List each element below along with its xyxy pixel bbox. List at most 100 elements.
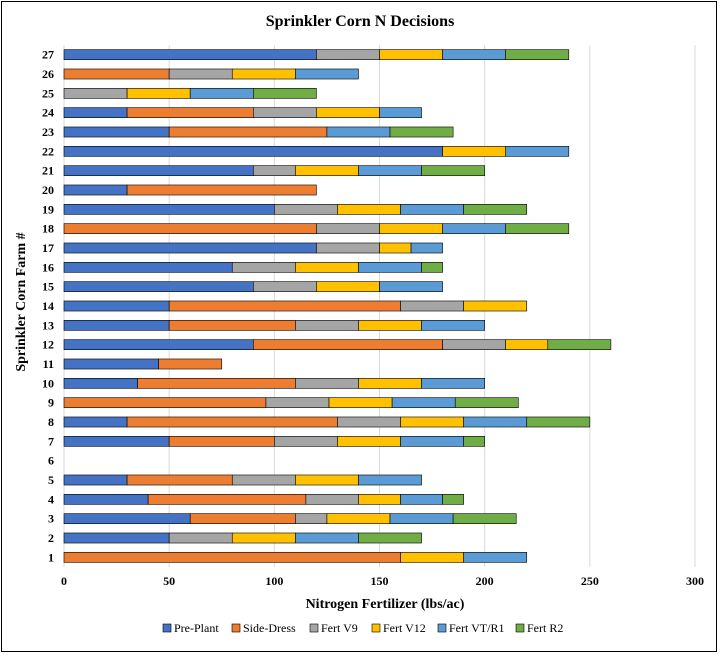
bar-farm-25-fert-vt-r1: [189, 88, 254, 99]
bar-farm-18-fert-vt-r1: [442, 223, 507, 234]
bar-farm-17-fert-vt-r1: [410, 242, 443, 254]
x-tick-100: 100: [265, 574, 283, 588]
bar-farm-21-pre-plant: [63, 165, 254, 176]
bar-farm-15-fert-v9: [253, 281, 317, 292]
bar-farm-20-pre-plant: [63, 184, 128, 196]
x-tick-250: 250: [581, 574, 599, 588]
bar-farm-3-pre-plant: [63, 513, 191, 524]
chart-title: Sprinkler Corn N Decisions: [266, 13, 455, 30]
y-tick-13: 13: [42, 318, 54, 332]
bar-farm-3-side-dress: [189, 513, 296, 524]
bar-farm-8-fert-v12: [400, 416, 464, 428]
bar-farm-17-fert-v12: [379, 242, 412, 254]
bar-farm-3-fert-vt-r1: [389, 513, 454, 524]
y-tick-19: 19: [42, 202, 54, 216]
legend-swatch-fert-r2: [515, 623, 525, 633]
bar-farm-18-fert-v12: [379, 223, 443, 234]
y-tick-18: 18: [42, 222, 54, 236]
bar-farm-16-fert-v9: [231, 262, 296, 273]
bar-farm-9-side-dress: [63, 397, 267, 408]
bar-farm-19-fert-r2: [463, 204, 528, 215]
bar-farm-11-pre-plant: [63, 358, 159, 370]
y-tick-24: 24: [42, 106, 54, 120]
bar-farm-7-fert-r2: [463, 436, 485, 447]
bar-farm-18-fert-r2: [505, 223, 570, 234]
bar-farm-27-pre-plant: [63, 49, 317, 60]
y-tick-7: 7: [48, 434, 54, 448]
bar-farm-17-fert-v9: [316, 242, 380, 254]
y-tick-20: 20: [42, 183, 54, 197]
bar-farm-16-pre-plant: [63, 262, 233, 273]
bar-farm-10-side-dress: [137, 378, 296, 389]
bar-farm-4-fert-v12: [358, 494, 401, 505]
bar-farm-16-fert-v12: [295, 262, 359, 273]
bar-farm-12-pre-plant: [63, 339, 254, 350]
bar-farm-21-fert-vt-r1: [358, 165, 422, 176]
y-tick-15: 15: [42, 280, 54, 294]
bar-farm-13-fert-v12: [358, 320, 422, 331]
bar-farm-4-fert-v9: [305, 494, 359, 505]
bars: [63, 49, 612, 563]
bar-farm-19-fert-vt-r1: [400, 204, 464, 215]
bar-farm-21-fert-v9: [253, 165, 296, 176]
x-axis-title: Nitrogen Fertilizer (lbs/ac): [306, 597, 465, 612]
bar-farm-2-pre-plant: [63, 532, 170, 544]
bar-farm-24-fert-v9: [253, 107, 317, 118]
bar-farm-24-fert-vt-r1: [379, 107, 422, 118]
bar-farm-7-pre-plant: [63, 436, 170, 447]
y-tick-2: 2: [48, 531, 54, 545]
bar-farm-12-fert-r2: [547, 339, 612, 350]
y-tick-9: 9: [48, 396, 54, 410]
bar-farm-3-fert-v9: [295, 513, 328, 524]
bar-farm-14-pre-plant: [63, 300, 170, 312]
bar-farm-23-fert-r2: [389, 126, 454, 138]
bar-farm-16-fert-vt-r1: [358, 262, 422, 273]
bar-farm-8-fert-vt-r1: [463, 416, 528, 428]
bar-farm-26-fert-vt-r1: [295, 68, 359, 80]
bar-farm-1-fert-v12: [400, 552, 464, 563]
bar-farm-24-side-dress: [126, 107, 254, 118]
y-tick-22: 22: [42, 144, 54, 158]
bar-farm-21-fert-r2: [421, 165, 485, 176]
bar-farm-22-fert-v12: [442, 146, 507, 157]
bar-farm-27-fert-v12: [379, 49, 443, 60]
bar-farm-24-pre-plant: [63, 107, 128, 118]
bar-farm-18-side-dress: [63, 223, 317, 234]
bar-farm-19-fert-v12: [337, 204, 401, 215]
bar-farm-26-fert-v12: [231, 68, 296, 80]
legend-label-side-dress: Side-Dress: [243, 621, 296, 635]
bar-farm-10-pre-plant: [63, 378, 138, 389]
bar-farm-13-fert-vt-r1: [421, 320, 485, 331]
bar-farm-14-side-dress: [168, 300, 401, 312]
bar-farm-12-side-dress: [253, 339, 443, 350]
legend-label-fert-vt-r1: Fert VT/R1: [449, 621, 504, 635]
bar-farm-13-fert-v9: [295, 320, 359, 331]
bar-farm-8-pre-plant: [63, 416, 128, 428]
bar-farm-7-fert-v12: [337, 436, 401, 447]
bar-farm-15-fert-vt-r1: [379, 281, 443, 292]
bar-farm-27-fert-vt-r1: [442, 49, 507, 60]
bar-farm-16-fert-r2: [421, 262, 443, 273]
bar-farm-1-fert-vt-r1: [463, 552, 528, 563]
y-tick-4: 4: [48, 492, 54, 506]
bar-farm-8-fert-r2: [526, 416, 591, 428]
y-tick-12: 12: [42, 338, 54, 352]
y-tick-21: 21: [42, 164, 54, 178]
bar-farm-23-fert-vt-r1: [326, 126, 391, 138]
bar-farm-27-fert-v9: [316, 49, 380, 60]
bar-farm-14-fert-v9: [400, 300, 464, 312]
y-tick-8: 8: [48, 415, 54, 429]
bar-farm-5-fert-v12: [295, 474, 359, 486]
bar-farm-22-pre-plant: [63, 146, 443, 157]
x-tick-200: 200: [476, 574, 494, 588]
bar-farm-2-fert-vt-r1: [295, 532, 359, 544]
bar-farm-5-pre-plant: [63, 474, 128, 486]
y-tick-27: 27: [42, 48, 54, 62]
y-tick-1: 1: [48, 550, 54, 564]
bar-farm-10-fert-v12: [358, 378, 422, 389]
bar-farm-10-fert-v9: [295, 378, 359, 389]
bar-farm-13-side-dress: [168, 320, 296, 331]
bar-farm-25-fert-r2: [253, 88, 317, 99]
